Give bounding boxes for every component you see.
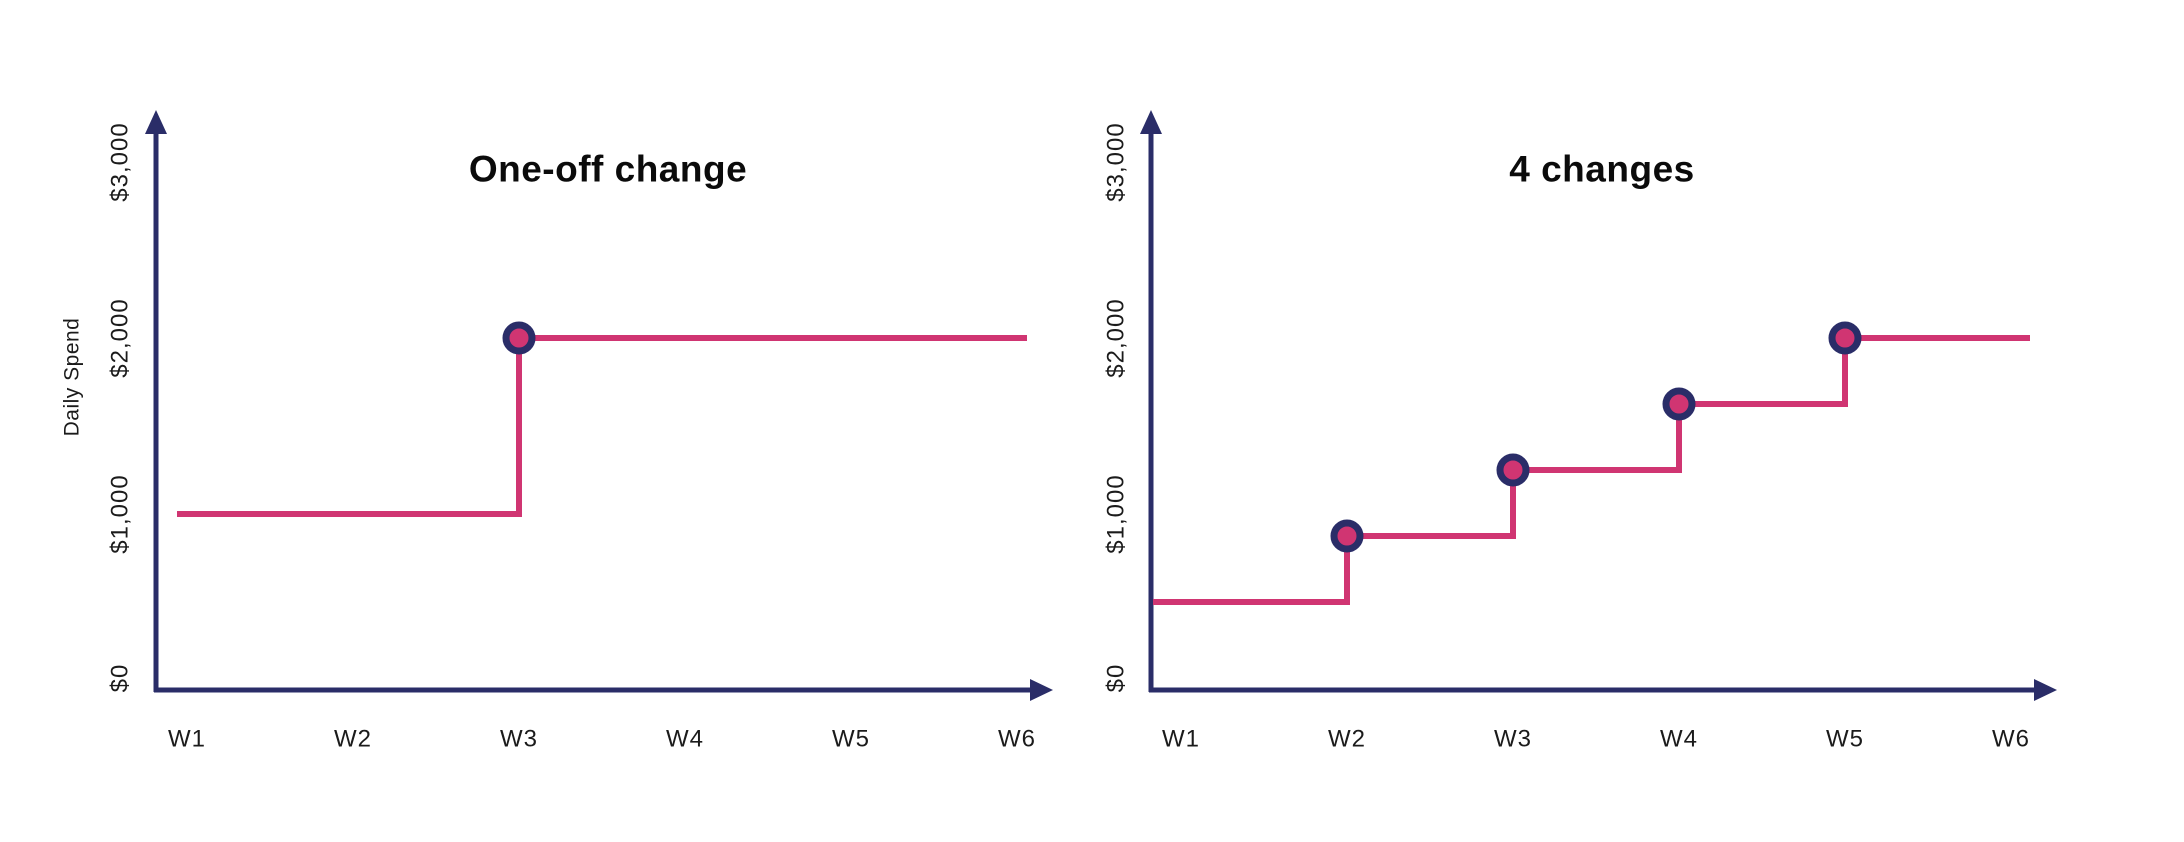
x-tick-label: W4: [666, 726, 704, 753]
x-tick-label: W6: [1992, 726, 2030, 753]
x-tick-label: W3: [500, 726, 538, 753]
change-point-marker-w3: [1496, 453, 1530, 487]
x-tick-label: W2: [334, 726, 372, 753]
y-tick-label: $0: [1103, 664, 1130, 693]
y-tick-label: $3,000: [107, 122, 134, 201]
spend-step-line: [1153, 335, 2030, 605]
x-tick-label: W4: [1660, 726, 1698, 753]
x-tick-label: W5: [1826, 726, 1864, 753]
chart-title: 4 changes: [1509, 149, 1694, 190]
y-tick-label: $3,000: [1103, 122, 1130, 201]
y-axis-arrowhead: [145, 110, 167, 134]
change-point-marker-w2: [1330, 519, 1364, 553]
y-axis-title: Daily Spend: [61, 318, 84, 437]
x-tick-label: W2: [1328, 726, 1366, 753]
y-tick-label: $2,000: [1103, 298, 1130, 377]
change-point-marker-w3: [502, 321, 536, 355]
chart-title: One-off change: [469, 149, 747, 190]
chart-4-changes: $0 $1,000 $2,000 $3,000 W1 W2 W3 W4 W5 W6 4 change…: [1103, 110, 2057, 753]
x-axis-arrowhead: [1030, 679, 1053, 701]
x-tick-label: W3: [1494, 726, 1532, 753]
change-point-marker-w5: [1828, 321, 1862, 355]
x-tick-label: W5: [832, 726, 870, 753]
y-tick-label: $1,000: [107, 474, 134, 553]
y-tick-label: $2,000: [107, 298, 134, 377]
change-point-marker-w4: [1662, 387, 1696, 421]
chart-one-off-change: $0 $1,000 $2,000 $3,000 W1 W2 W3 W4 W5 W6 One-off …: [61, 110, 1053, 753]
spend-step-line: [177, 335, 1027, 517]
x-tick-label: W1: [168, 726, 206, 753]
x-tick-label: W6: [998, 726, 1036, 753]
y-axis-arrowhead: [1140, 110, 1162, 134]
y-tick-label: $1,000: [1103, 474, 1130, 553]
y-tick-label: $0: [107, 664, 134, 693]
x-axis-arrowhead: [2034, 679, 2057, 701]
x-tick-label: W1: [1162, 726, 1200, 753]
